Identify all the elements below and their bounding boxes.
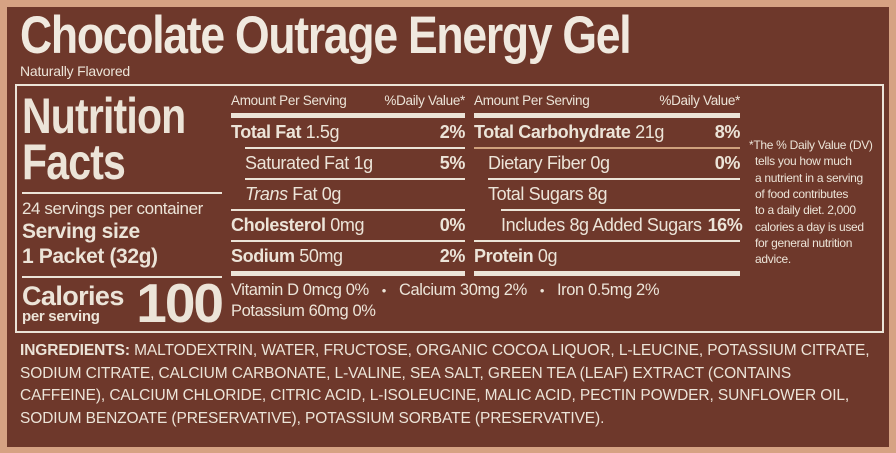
ingredients-label: INGREDIENTS: xyxy=(20,341,130,359)
nutrient-row-saturated-fat: Saturated Fat 1g 5% xyxy=(231,149,465,178)
nutrient-name: Includes 8g Added Sugars xyxy=(501,214,702,235)
separator xyxy=(501,208,740,211)
amount-per-serving-header: Amount Per Serving xyxy=(231,92,347,108)
nutrient-row-sodium: Sodium 50mg 2% xyxy=(231,242,465,271)
nutrient-name: Total Sugars 8g xyxy=(488,183,608,204)
separator xyxy=(245,177,465,180)
ingredients-text: MALTODEXTRIN, WATER, FRUCTOSE, ORGANIC C… xyxy=(20,341,870,427)
divider-rule xyxy=(22,276,222,279)
nutrient-name: Saturated Fat 1g xyxy=(245,152,373,173)
facts-right-column: Amount Per Serving %Daily Value* Total C… xyxy=(474,91,743,276)
product-title: Chocolate Outrage Energy Gel xyxy=(20,6,632,65)
nutrient-name: Cholesterol 0mg xyxy=(231,214,365,235)
iron-value: Iron 0.5mg 2% xyxy=(557,280,660,299)
nutrient-dv: 2% xyxy=(439,245,466,266)
nutrient-row-added-sugars: Includes 8g Added Sugars 16% xyxy=(474,211,743,240)
nutrient-dv: 2% xyxy=(439,121,466,142)
potassium-value: Potassium 60mg 0% xyxy=(231,301,376,320)
nutrition-facts-title: Nutrition Facts xyxy=(22,91,186,187)
nutrient-dv: 0% xyxy=(439,214,466,235)
bullet-separator-icon: • xyxy=(381,282,387,298)
calcium-value: Calcium 30mg 2% xyxy=(398,280,527,299)
nutrient-dv: 16% xyxy=(707,214,743,235)
nutrient-dv: 5% xyxy=(439,152,466,173)
nutrition-facts-title-line1: Nutrition xyxy=(22,87,186,144)
separator xyxy=(231,239,465,242)
bullet-separator-icon: • xyxy=(539,282,545,298)
nutrient-dv: 0% xyxy=(714,152,741,173)
vitamin-d-value: Vitamin D 0mcg 0% xyxy=(231,280,369,299)
right-column-header: Amount Per Serving %Daily Value* xyxy=(474,91,740,113)
calories-label: Calories xyxy=(22,280,124,311)
thick-bar xyxy=(474,270,740,276)
divider-rule xyxy=(22,191,222,194)
amount-per-serving-header: Amount Per Serving xyxy=(474,92,590,108)
ingredients-section: INGREDIENTS: MALTODEXTRIN, WATER, FRUCTO… xyxy=(20,340,875,431)
nutrient-row-total-sugars: Total Sugars 8g xyxy=(474,180,740,209)
separator xyxy=(474,239,740,242)
thick-bar xyxy=(231,112,465,118)
calories-row: Calories per serving 100 xyxy=(22,272,224,335)
calories-sublabel: per serving xyxy=(22,308,100,326)
micronutrients-line1: Vitamin D 0mcg 0% • Calcium 30mg 2% • Ir… xyxy=(231,280,740,301)
nutrient-name: Trans Fat 0g xyxy=(245,183,341,204)
facts-left-column: Nutrition Facts 24 servings per container… xyxy=(22,91,224,335)
nutrient-row-total-carbohydrate: Total Carbohydrate 21g 8% xyxy=(474,118,740,147)
nutrient-row-total-fat: Total Fat 1.5g 2% xyxy=(231,118,465,147)
facts-middle-column: Amount Per Serving %Daily Value* Total F… xyxy=(231,91,465,276)
label-panel: Chocolate Outrage Energy Gel Naturally F… xyxy=(7,7,889,447)
separator xyxy=(231,208,465,211)
serving-size-label: Serving size xyxy=(22,219,140,243)
daily-value-header: %Daily Value* xyxy=(384,92,465,108)
nutrition-facts-box: Nutrition Facts 24 servings per container… xyxy=(15,83,884,335)
nutrient-name: Sodium 50mg xyxy=(231,245,343,266)
separator-tan xyxy=(474,146,740,149)
separator xyxy=(245,146,465,149)
calories-value: 100 xyxy=(136,272,224,335)
nutrient-row-dietary-fiber: Dietary Fiber 0g 0% xyxy=(474,149,740,178)
nutrient-name: Total Fat 1.5g xyxy=(231,121,340,142)
thick-bar xyxy=(231,270,465,276)
servings-per-container: 24 servings per container xyxy=(22,198,203,218)
daily-value-footnote: *The % Daily Value (DV) tells you how mu… xyxy=(749,137,873,267)
thick-bar xyxy=(474,112,740,118)
product-subtitle: Naturally Flavored xyxy=(20,62,130,79)
nutrient-name: Protein 0g xyxy=(474,245,558,266)
nutrient-row-trans-fat: Trans Fat 0g xyxy=(231,180,465,209)
serving-size-value: 1 Packet (32g) xyxy=(22,245,158,269)
separator xyxy=(488,177,740,180)
nutrient-name: Total Carbohydrate 21g xyxy=(474,121,664,142)
header: Chocolate Outrage Energy Gel Naturally F… xyxy=(7,7,889,79)
calories-labels: Calories per serving xyxy=(22,280,124,326)
nutrient-row-cholesterol: Cholesterol 0mg 0% xyxy=(231,211,465,240)
micronutrients: Vitamin D 0mcg 0% • Calcium 30mg 2% • Ir… xyxy=(231,276,740,327)
middle-column-header: Amount Per Serving %Daily Value* xyxy=(231,91,465,113)
nutrient-name: Dietary Fiber 0g xyxy=(488,152,610,173)
daily-value-header: %Daily Value* xyxy=(659,92,740,108)
nutrient-row-protein: Protein 0g xyxy=(474,242,740,271)
nutrient-dv: 8% xyxy=(714,121,741,142)
nutrition-facts-title-line2: Facts xyxy=(22,133,126,190)
